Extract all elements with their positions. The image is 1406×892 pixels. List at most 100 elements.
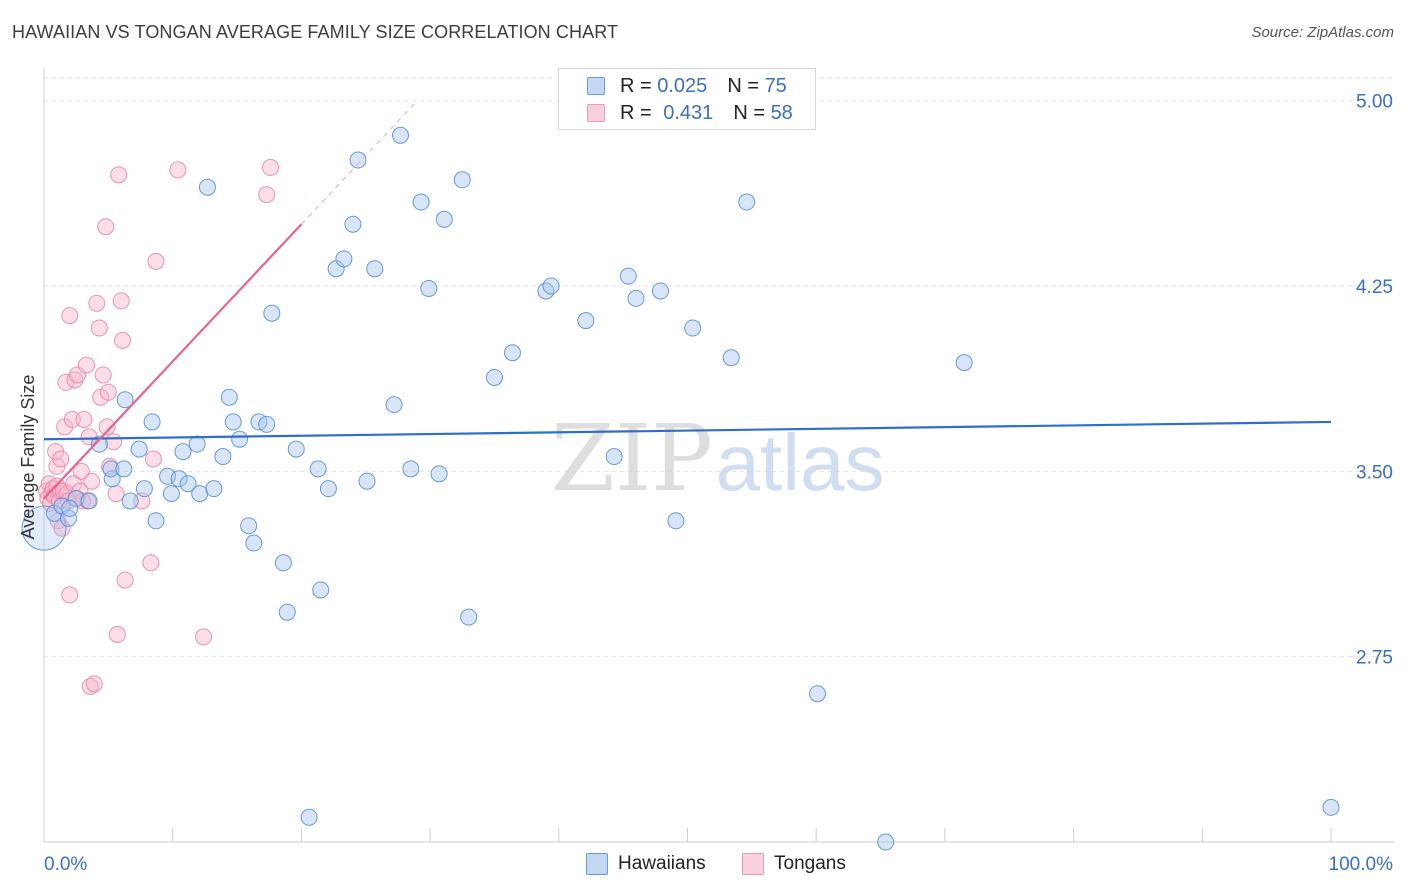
hawaiian-point bbox=[503, 344, 521, 362]
hawaiian-point bbox=[245, 534, 263, 552]
hawaiian-point bbox=[147, 512, 165, 530]
hawaiian-point bbox=[955, 354, 973, 372]
hawaiian-point bbox=[877, 833, 895, 851]
y-tick-label: 4.25 bbox=[1356, 277, 1393, 298]
r-label: R = bbox=[620, 75, 658, 97]
hawaiian-point bbox=[312, 581, 330, 599]
hawaiian-point bbox=[366, 260, 384, 278]
r-value: 0.431 bbox=[663, 102, 714, 124]
hawaiian-point bbox=[143, 413, 161, 431]
n-value: 75 bbox=[764, 75, 787, 97]
n-label: N = bbox=[727, 75, 765, 97]
hawaiian-point bbox=[258, 415, 276, 433]
hawaiian-point bbox=[667, 512, 685, 530]
tongan-point bbox=[112, 292, 130, 310]
tongan-point bbox=[144, 450, 162, 468]
tongan-point bbox=[66, 371, 84, 389]
hawaiian-point bbox=[722, 349, 740, 367]
tongan-point bbox=[88, 294, 106, 312]
tongan-point bbox=[94, 366, 112, 384]
tongan-trend-extension bbox=[301, 100, 418, 225]
hawaiian-point bbox=[198, 178, 216, 196]
hawaiian-point bbox=[116, 391, 134, 409]
hawaiian-point bbox=[130, 440, 148, 458]
hawaiian-point bbox=[102, 460, 120, 478]
hawaiian-point bbox=[135, 480, 153, 498]
hawaiian-point bbox=[605, 448, 623, 466]
hawaiian-point bbox=[460, 608, 478, 626]
tongans-swatch bbox=[587, 104, 605, 122]
tongan-point bbox=[99, 383, 117, 401]
hawaiian-point bbox=[430, 465, 448, 483]
source-credit: Source: ZipAtlas.com bbox=[1251, 24, 1394, 41]
hawaiian-point bbox=[453, 171, 471, 189]
tongan-point bbox=[116, 571, 134, 589]
hawaiian-point bbox=[240, 517, 258, 535]
tongan-point bbox=[85, 675, 103, 693]
hawaiian-point bbox=[627, 289, 645, 307]
tongan-point bbox=[107, 485, 125, 503]
hawaiian-point bbox=[162, 485, 180, 503]
hawaiian-point bbox=[335, 250, 353, 268]
hawaiian-point bbox=[115, 460, 133, 478]
hawaiian-point bbox=[435, 210, 453, 228]
tongan-point bbox=[258, 186, 276, 204]
hawaiian-point bbox=[121, 492, 139, 510]
watermark-zip: ZIP bbox=[551, 405, 713, 512]
hawaiian-point bbox=[349, 151, 367, 169]
hawaiians-swatch bbox=[586, 853, 608, 875]
tongan-point bbox=[77, 356, 95, 374]
hawaiian-point bbox=[358, 472, 376, 490]
hawaiian-point bbox=[319, 480, 337, 498]
hawaiian-point bbox=[188, 435, 206, 453]
trend-lines bbox=[43, 100, 1332, 500]
tongan-point bbox=[110, 166, 128, 184]
hawaiian-point bbox=[174, 443, 192, 461]
tongan-point bbox=[61, 307, 79, 325]
hawaiian-point bbox=[274, 554, 292, 572]
tongan-point bbox=[169, 161, 187, 179]
tongan-point bbox=[262, 158, 280, 176]
hawaiian-points bbox=[21, 126, 1340, 851]
hawaiian-point bbox=[1322, 798, 1340, 816]
watermark: ZIP atlas bbox=[551, 405, 885, 512]
hawaiian-point bbox=[67, 490, 85, 508]
hawaiian-point bbox=[412, 193, 430, 211]
tongan-point bbox=[83, 472, 101, 490]
hawaiian-point bbox=[231, 430, 249, 448]
n-value: 58 bbox=[770, 102, 793, 124]
hawaiian-point bbox=[391, 126, 409, 144]
hawaiian-point bbox=[191, 485, 209, 503]
hawaiian-point bbox=[808, 685, 826, 703]
tongan-point bbox=[98, 418, 116, 436]
r-label: R = bbox=[620, 102, 658, 124]
r-value: 0.025 bbox=[657, 75, 708, 97]
hawaiian-point bbox=[61, 499, 79, 517]
hawaiian-point bbox=[619, 267, 637, 285]
tongan-point bbox=[61, 586, 79, 604]
tongan-point bbox=[97, 218, 115, 236]
hawaiian-point bbox=[224, 413, 242, 431]
hawaiian-point bbox=[263, 304, 281, 322]
tongan-point bbox=[114, 331, 132, 349]
tongan-point bbox=[75, 410, 93, 428]
legend-label: Tongans bbox=[774, 853, 846, 874]
tongan-point bbox=[63, 410, 81, 428]
tongan-point bbox=[108, 625, 126, 643]
hawaiians-swatch bbox=[587, 77, 605, 95]
tongans-swatch bbox=[742, 853, 764, 875]
hawaiian-point bbox=[485, 368, 503, 386]
tongan-point bbox=[195, 628, 213, 646]
hawaiian-point bbox=[344, 215, 362, 233]
hawaiian-point bbox=[402, 460, 420, 478]
hawaiian-point bbox=[577, 312, 595, 330]
hawaiian-point bbox=[385, 396, 403, 414]
watermark-atlas: atlas bbox=[716, 418, 885, 507]
hawaiian-point bbox=[420, 280, 438, 298]
y-tick-label: 5.00 bbox=[1356, 92, 1393, 113]
stats-legend: R = 0.025 N = 75 R = 0.431 N = 58 bbox=[558, 68, 816, 130]
hawaiian-point bbox=[80, 492, 98, 510]
x-tick-label-max: 100.0% bbox=[1329, 854, 1394, 875]
y-tick-label: 3.50 bbox=[1356, 462, 1393, 483]
